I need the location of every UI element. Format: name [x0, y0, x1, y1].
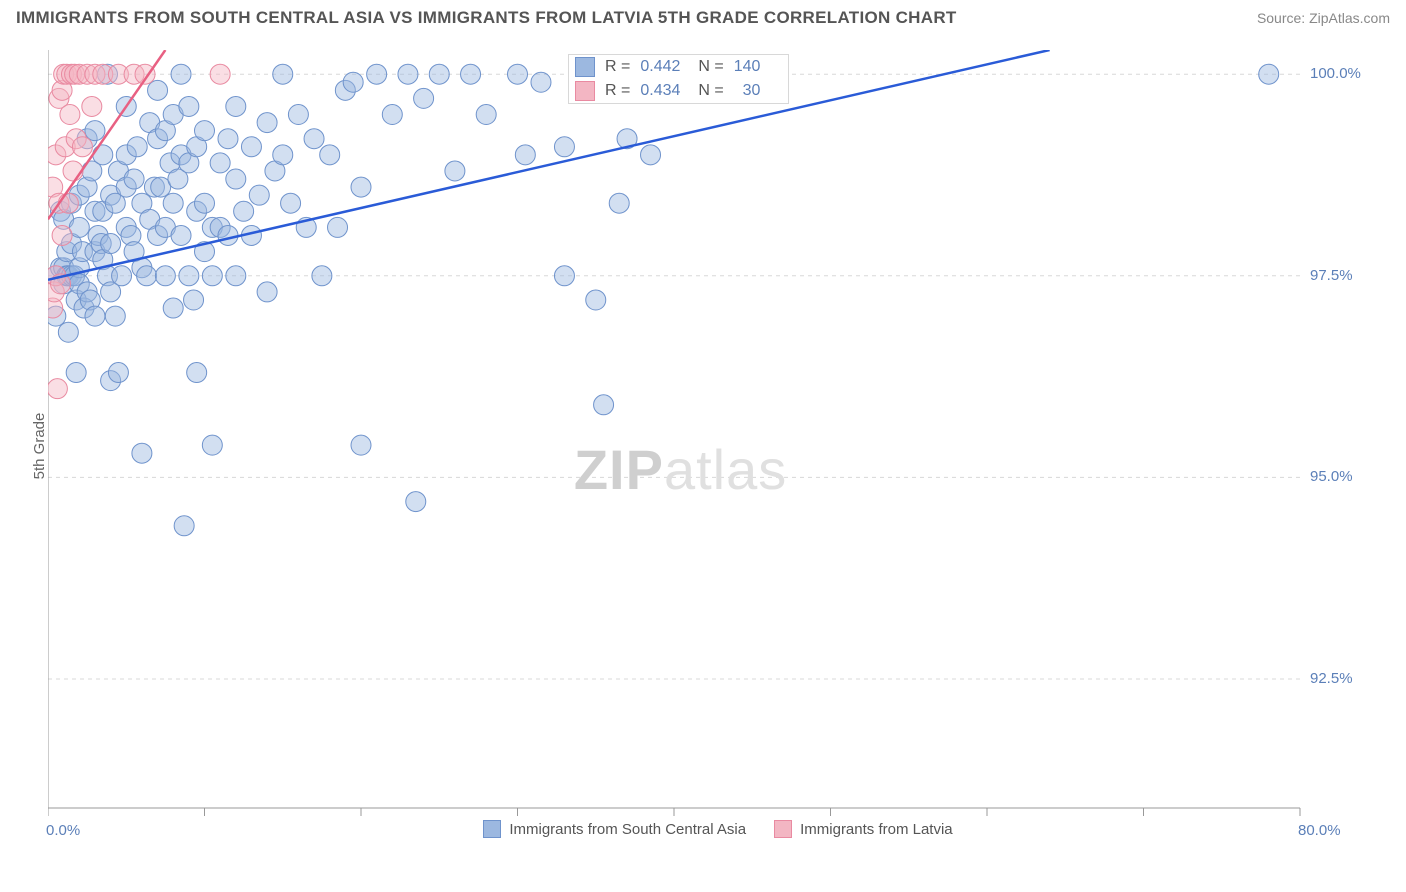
source-link[interactable]: ZipAtlas.com	[1309, 10, 1390, 26]
stats-row: R =0.442N =140	[569, 55, 788, 79]
legend-label: Immigrants from South Central Asia	[509, 821, 746, 838]
y-tick-label: 92.5%	[1310, 670, 1353, 687]
y-axis-label: 5th Grade	[31, 413, 48, 480]
y-tick-label: 97.5%	[1310, 267, 1353, 284]
stats-r-value: 0.442	[640, 58, 688, 76]
scatter-plot	[48, 50, 1388, 840]
legend-swatch	[774, 820, 792, 838]
stats-n-value: 140	[734, 58, 782, 76]
chart-title: IMMIGRANTS FROM SOUTH CENTRAL ASIA VS IM…	[16, 8, 957, 28]
legend-swatch	[483, 820, 501, 838]
bottom-legend: Immigrants from South Central Asia Immigr…	[48, 820, 1388, 838]
stats-swatch	[575, 81, 595, 101]
legend-label: Immigrants from Latvia	[800, 821, 953, 838]
legend-item: Immigrants from Latvia	[774, 820, 953, 838]
stats-r-value: 0.434	[640, 82, 688, 100]
stats-swatch	[575, 57, 595, 77]
stats-row: R =0.434N = 30	[569, 79, 788, 103]
source-label: Source: ZipAtlas.com	[1257, 10, 1390, 26]
plot-area: 92.5%95.0%97.5%100.0% 0.0%80.0% ZIPatlas…	[48, 50, 1388, 840]
stats-legend-box: R =0.442N =140R =0.434N = 30	[568, 54, 789, 104]
title-bar: IMMIGRANTS FROM SOUTH CENTRAL ASIA VS IM…	[0, 0, 1406, 32]
legend-item: Immigrants from South Central Asia	[483, 820, 746, 838]
y-tick-label: 95.0%	[1310, 468, 1353, 485]
stats-n-value: 30	[734, 82, 782, 100]
y-tick-label: 100.0%	[1310, 65, 1361, 82]
